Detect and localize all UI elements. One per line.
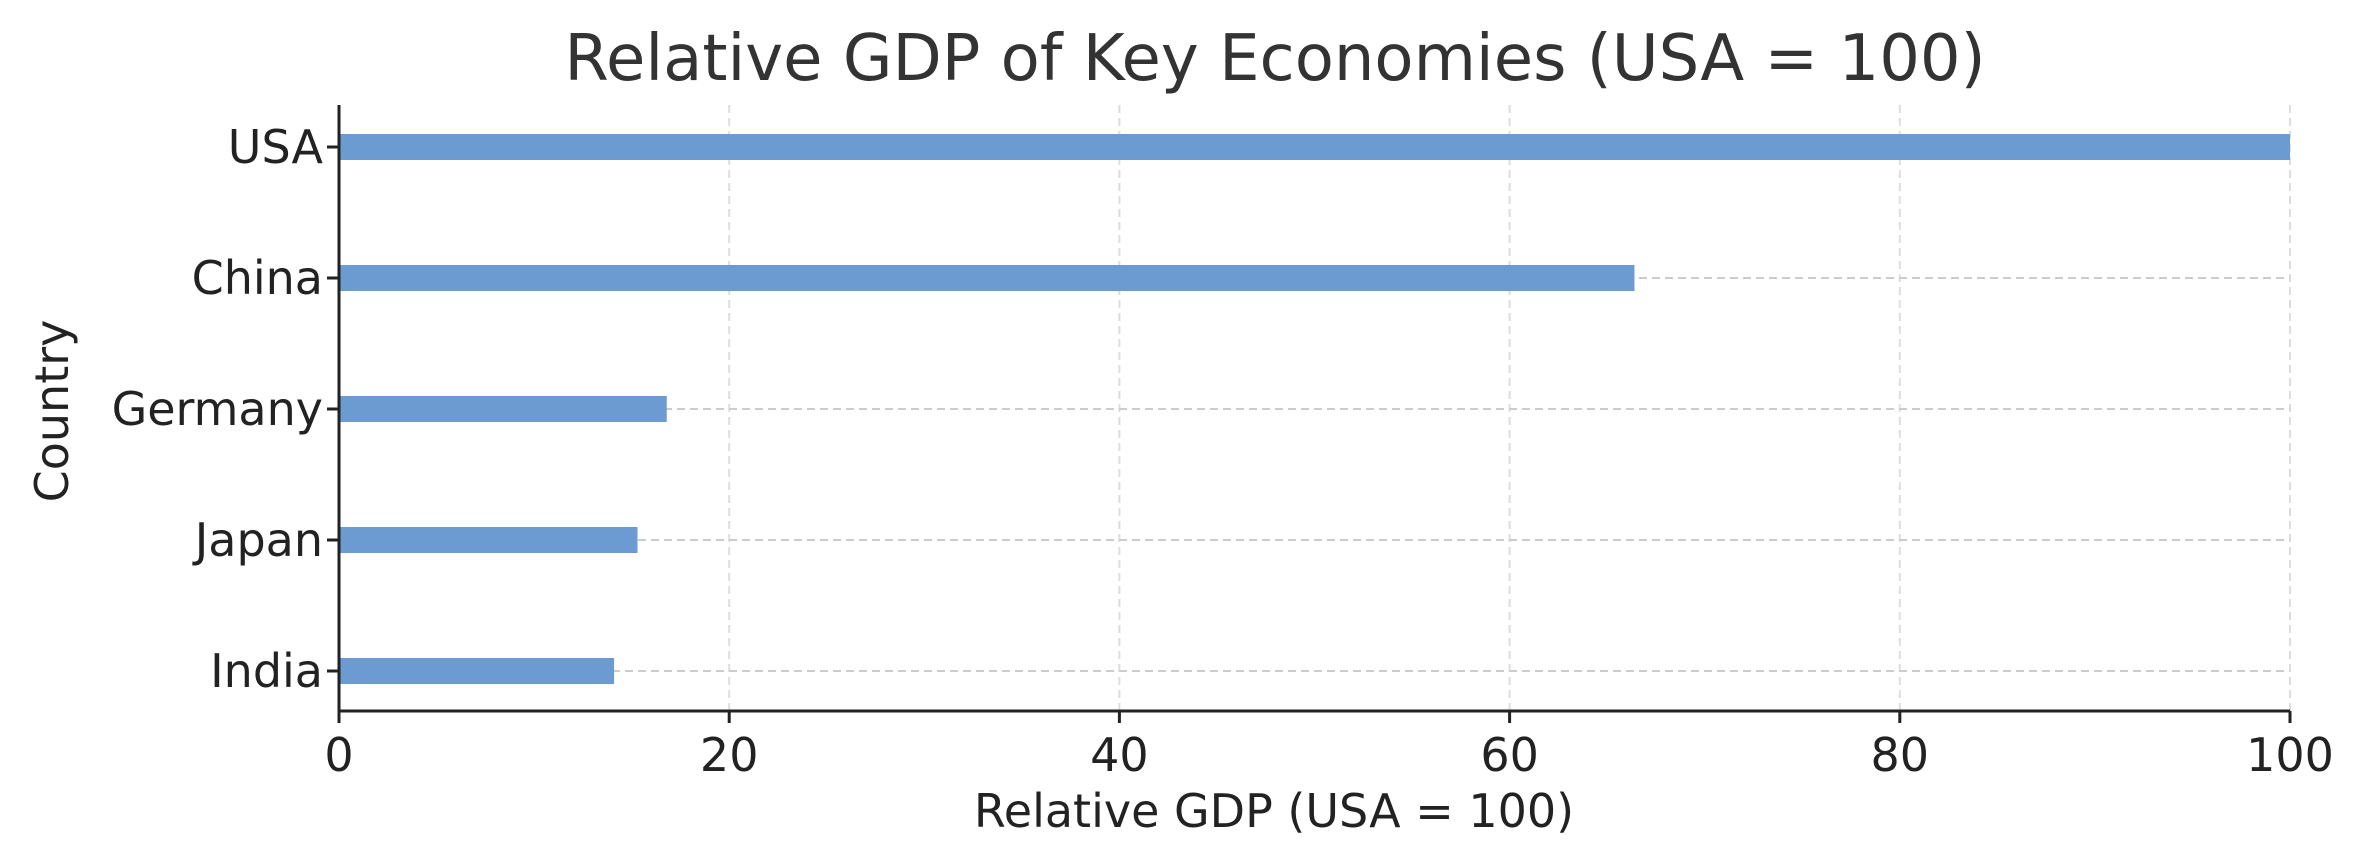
x-tick-label: 40 [1090, 728, 1149, 782]
bar-usa [339, 134, 2290, 160]
bar-india [339, 658, 615, 684]
y-tick-label: Japan [192, 513, 323, 567]
x-tick-label: 20 [700, 728, 759, 782]
ticks: 0 20 40 60 80 100 USA China Germany Japan India [112, 120, 2334, 782]
y-tick-label: China [192, 251, 323, 305]
y-axis-label: Country [25, 320, 79, 503]
bars [339, 134, 2290, 684]
y-tick-label: USA [228, 120, 324, 174]
bar-germany [339, 396, 667, 422]
x-axis-label: Relative GDP (USA = 100) [974, 784, 1574, 838]
x-tick-label: 0 [324, 728, 353, 782]
x-tick-label: 100 [2246, 728, 2334, 782]
y-tick-label: Germany [112, 382, 323, 436]
y-tick-label: India [210, 644, 323, 698]
x-tick-label: 60 [1480, 728, 1539, 782]
chart-title: Relative GDP of Key Economies (USA = 100… [564, 22, 1985, 96]
bar-japan [339, 527, 638, 553]
x-tick-label: 80 [1871, 728, 1930, 782]
bar-china [339, 265, 1635, 291]
